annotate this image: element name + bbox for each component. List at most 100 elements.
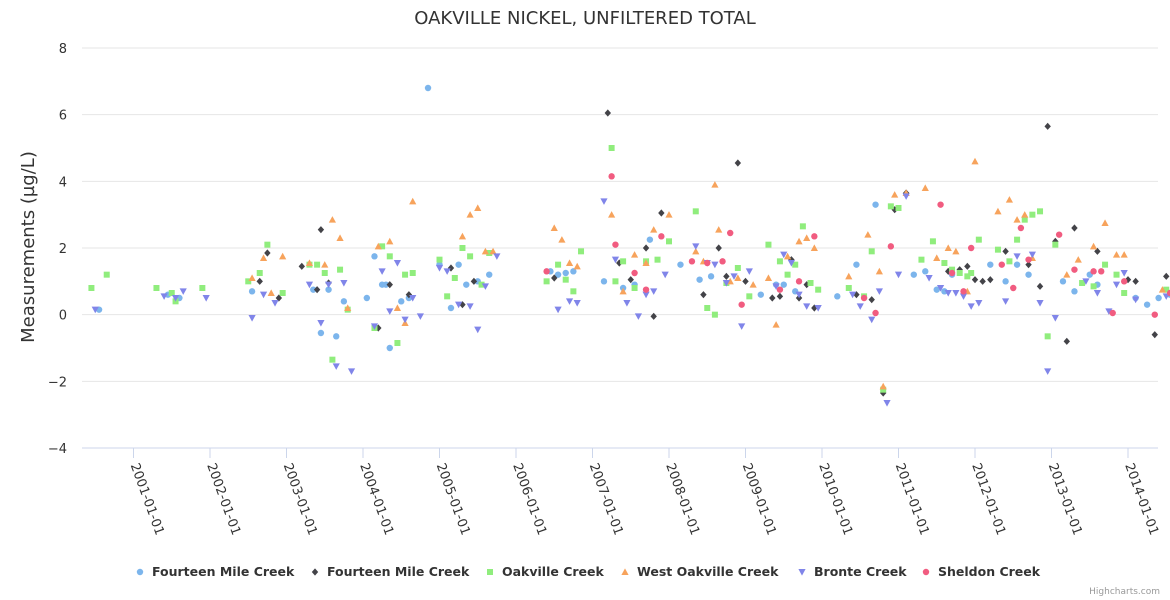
data-point (738, 323, 746, 330)
legend-item[interactable]: Sheldon Creek (922, 564, 1041, 579)
data-point (256, 270, 263, 276)
data-point (1132, 296, 1140, 304)
data-point (707, 273, 715, 280)
x-tick-label: 2013-01-01 (1045, 461, 1085, 537)
data-point (259, 291, 268, 299)
data-point (631, 285, 638, 291)
data-point (853, 291, 860, 299)
legend-item[interactable]: Oakville Creek (487, 564, 604, 579)
data-point (879, 382, 887, 390)
data-point (814, 305, 822, 312)
data-point (305, 281, 314, 289)
data-point (333, 333, 340, 340)
data-point (1089, 242, 1098, 250)
y-axis-ticks: 8 6 4 2 0 −2 −4 (48, 42, 67, 457)
data-point (642, 286, 650, 293)
data-point (565, 259, 574, 266)
data-point (160, 293, 168, 300)
data-point (811, 233, 818, 240)
data-point (1044, 122, 1051, 130)
data-point (573, 300, 581, 307)
data-point (936, 285, 945, 292)
data-point (849, 291, 857, 299)
data-point (279, 290, 286, 296)
data-point (1006, 258, 1013, 265)
data-point (332, 363, 340, 370)
data-point (337, 266, 344, 273)
data-point (1121, 290, 1128, 296)
data-point (466, 211, 474, 218)
data-point (1109, 309, 1116, 317)
data-point (872, 309, 879, 317)
data-point (952, 290, 960, 297)
credit-link[interactable]: Highcharts.com (1089, 587, 1160, 597)
data-point (474, 326, 482, 334)
data-point (558, 236, 566, 243)
data-point (393, 304, 402, 311)
x-tick-label: 2009-01-01 (739, 461, 779, 537)
data-point (168, 290, 175, 296)
data-point (1094, 247, 1101, 255)
data-point (692, 208, 699, 215)
legend-item[interactable]: West Oakville Creek (621, 564, 779, 579)
data-point (1120, 270, 1128, 277)
data-point (325, 286, 332, 293)
data-point (554, 306, 562, 314)
x-tick-label: 2003-01-01 (280, 461, 320, 537)
data-point (967, 244, 975, 252)
data-point (868, 316, 876, 324)
x-tick-label: 2005-01-01 (433, 461, 473, 537)
data-point (933, 286, 940, 293)
data-point (267, 289, 275, 296)
data-point (1037, 208, 1044, 215)
data-point (994, 207, 1002, 215)
data-point (271, 300, 279, 307)
data-point (864, 231, 872, 238)
data-point (374, 242, 382, 250)
data-point (543, 278, 550, 285)
data-point (704, 305, 711, 311)
data-point (933, 254, 941, 261)
data-point (1002, 278, 1009, 285)
legend-item[interactable]: Fourteen Mile Creek (311, 564, 470, 579)
data-point (543, 268, 550, 275)
x-tick-label: 2008-01-01 (662, 461, 702, 537)
data-point (329, 356, 336, 363)
data-point (478, 281, 485, 288)
data-point (661, 271, 669, 279)
data-point (795, 291, 803, 299)
data-point (769, 294, 776, 302)
data-point (630, 251, 639, 258)
data-point (386, 308, 394, 315)
data-point (788, 256, 795, 264)
data-point (604, 109, 611, 117)
legend-item[interactable]: Bronte Creek (798, 564, 907, 579)
data-point (555, 261, 562, 268)
data-point (780, 251, 788, 259)
data-point (405, 291, 413, 299)
data-point (554, 271, 562, 278)
data-point (918, 256, 925, 263)
data-point (608, 173, 615, 180)
data-point (435, 265, 444, 272)
data-point (466, 303, 474, 310)
data-point (1120, 251, 1128, 258)
data-point (964, 262, 971, 270)
data-point (799, 223, 806, 230)
legend-item[interactable]: Fourteen Mile Creek (136, 564, 295, 579)
data-point (929, 238, 936, 245)
data-point (944, 244, 952, 251)
data-point (692, 243, 700, 250)
data-point (856, 303, 864, 310)
data-point (608, 211, 616, 218)
data-point (1098, 268, 1105, 275)
data-point (1151, 311, 1158, 318)
data-point (925, 275, 933, 282)
data-point (734, 274, 742, 281)
data-point (486, 250, 493, 256)
data-point (401, 316, 409, 324)
data-point (398, 298, 405, 305)
data-point (971, 276, 979, 284)
data-point (321, 270, 328, 276)
data-point (600, 278, 608, 285)
